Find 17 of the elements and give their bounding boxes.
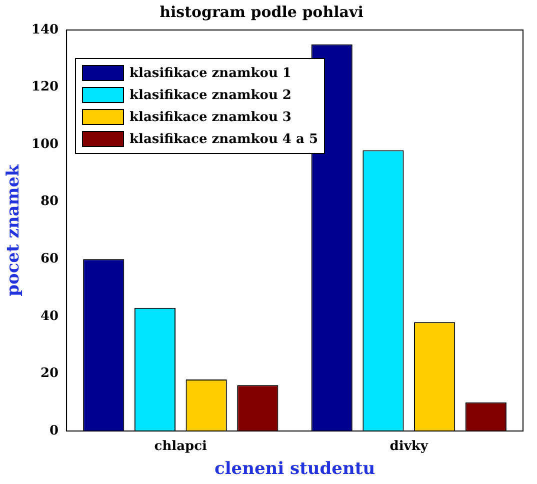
y-tick-label: 140: [31, 22, 59, 38]
legend-label: klasifikace znamkou 3: [130, 110, 292, 124]
x-tick-label: divky: [390, 439, 428, 454]
y-axis-title: pocet znamek: [4, 163, 24, 296]
legend-label: klasifikace znamkou 1: [130, 66, 292, 80]
legend-label: klasifikace znamkou 2: [130, 88, 292, 102]
x-axis-title: cleneni studentu: [214, 459, 376, 480]
y-tick-label: 100: [31, 136, 59, 152]
y-tick-label: 60: [40, 252, 59, 267]
x-tick-label: chlapci: [154, 439, 208, 454]
legend-label: klasifikace znamkou 4 a 5: [130, 132, 318, 146]
y-tick-label: 40: [40, 308, 59, 324]
y-tick-label: 20: [40, 366, 59, 382]
y-tick-label: 120: [31, 80, 59, 95]
y-tick-label: 80: [40, 194, 59, 210]
y-tick-label: 0: [49, 423, 59, 438]
chart-title: histogram podle pohlavi: [160, 2, 364, 21]
